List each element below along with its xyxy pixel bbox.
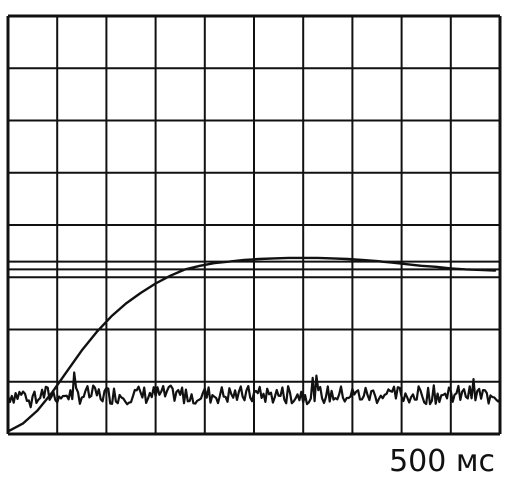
- reference-lines: [8, 260, 500, 271]
- time-per-division-label: 500 мс: [389, 444, 495, 479]
- noise-trace: [6, 371, 501, 409]
- rising-trace: [6, 256, 497, 433]
- traces: [6, 256, 501, 433]
- grid: [6, 14, 502, 436]
